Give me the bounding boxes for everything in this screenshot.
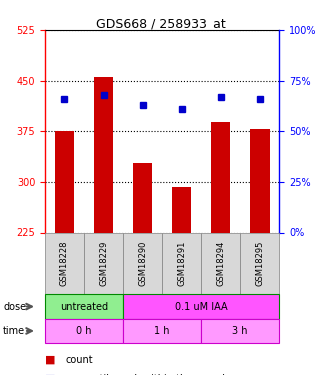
Text: dose: dose [3,302,26,312]
Bar [250,129,270,232]
Text: GSM18294: GSM18294 [216,241,225,286]
Text: 1 h: 1 h [154,326,170,336]
Text: percentile rank within the sample: percentile rank within the sample [66,374,231,375]
Bar [55,131,74,232]
Text: ■: ■ [45,374,56,375]
Text: 0 h: 0 h [76,326,92,336]
Text: 0.1 uM IAA: 0.1 uM IAA [175,302,228,312]
Text: time: time [3,326,25,336]
Text: GSM18290: GSM18290 [138,241,147,286]
Text: GSM18228: GSM18228 [60,241,69,286]
Bar [211,123,230,232]
Text: ■: ■ [45,355,56,365]
Text: GSM18229: GSM18229 [99,241,108,286]
Bar [133,163,152,232]
Text: GSM18295: GSM18295 [255,241,264,286]
Text: 3 h: 3 h [232,326,248,336]
Text: GDS668 / 258933_at: GDS668 / 258933_at [96,17,225,30]
Bar [172,187,191,232]
Bar [94,77,113,232]
Text: count: count [66,355,93,365]
Text: untreated: untreated [60,302,108,312]
Text: GSM18291: GSM18291 [177,241,186,286]
